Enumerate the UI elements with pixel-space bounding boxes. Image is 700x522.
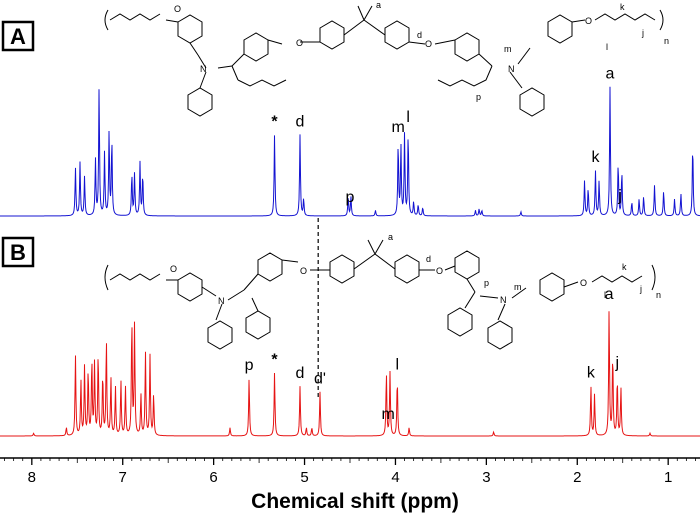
peak-label: *: [271, 114, 278, 131]
struct-b-label: a: [388, 232, 393, 242]
x-tick-label: 5: [300, 469, 308, 486]
struct-b-label: d: [426, 254, 431, 264]
x-tick-label: 2: [573, 469, 581, 486]
struct-b-label: l: [604, 290, 606, 300]
peak-label: a: [606, 66, 615, 83]
struct-a-label: a: [376, 0, 381, 10]
struct-a-label: n: [664, 36, 669, 46]
panel-label-b-box: [1, 236, 35, 268]
peak-label: j: [617, 188, 622, 205]
peak-label: p: [346, 189, 355, 206]
spectra-layer: [0, 86, 700, 437]
x-tick-label: 8: [28, 469, 36, 486]
struct-b-label: m: [514, 282, 522, 292]
panel-label-a-box: [1, 20, 35, 52]
x-tick-label: 4: [391, 469, 399, 486]
struct-b-label: k: [622, 262, 627, 272]
panel-label-a-text: A: [10, 24, 26, 49]
struct-a-label: l: [606, 42, 608, 52]
struct-a-label: d: [417, 30, 422, 40]
struct-b-atom: O: [580, 278, 587, 288]
peak-label: d: [296, 365, 305, 382]
panel-label-b-text: B: [10, 240, 26, 265]
peak-label: *: [271, 352, 278, 369]
struct-a-atom: O: [585, 16, 592, 26]
peak-label: l: [396, 357, 400, 374]
peak-label: k: [587, 364, 596, 381]
struct-a-atom: O: [296, 38, 303, 48]
x-tick-label: 1: [664, 469, 672, 486]
x-axis: 8 7 6 5 4 3 2 1: [0, 457, 700, 486]
panel-label-b: B: [1, 236, 35, 268]
struct-b-atom: O: [436, 266, 443, 276]
x-tick-label: 6: [209, 469, 217, 486]
struct-a-atom: O: [425, 39, 432, 49]
panel-label-a: A: [1, 20, 35, 52]
struct-a-label: k: [620, 2, 625, 12]
struct-b-atom: N: [218, 296, 225, 306]
structure-a: [104, 5, 664, 117]
struct-b-atom: O: [300, 266, 307, 276]
struct-a-atom: N: [200, 64, 207, 74]
peak-label: p: [245, 357, 254, 374]
peak-label: d': [314, 371, 326, 388]
peak-label: k: [592, 149, 601, 166]
peak-label: l: [406, 109, 410, 126]
struct-b-label: n: [656, 290, 661, 300]
x-axis-title: Chemical shift (ppm): [251, 490, 459, 513]
x-tick-label: 7: [119, 469, 127, 486]
peak-label: m: [392, 119, 405, 136]
peak-label: j: [615, 355, 620, 372]
struct-b-atom: O: [170, 264, 177, 274]
structure-b-labels: a d m l k j n N O O O N O p: [170, 232, 661, 306]
peak-label: d: [296, 113, 305, 130]
struct-a-label: j: [641, 28, 644, 38]
x-tick-label: 3: [482, 469, 490, 486]
structure-a-labels: O a d m l k j n N O O N O p: [174, 0, 669, 102]
spectrum-line-b: [0, 311, 700, 437]
struct-a-label: m: [504, 44, 512, 54]
struct-a-label: p: [476, 92, 481, 102]
struct-a-atom: N: [508, 64, 515, 74]
peak-label: m: [382, 406, 395, 423]
spectrum-line-a: [0, 86, 700, 217]
structure-b: [104, 239, 656, 350]
peak-label: a: [605, 286, 614, 303]
struct-b-label: p: [484, 278, 489, 288]
struct-b-label: j: [639, 284, 642, 294]
struct-a-atom: O: [174, 4, 181, 14]
struct-b-atom: N: [500, 295, 507, 305]
